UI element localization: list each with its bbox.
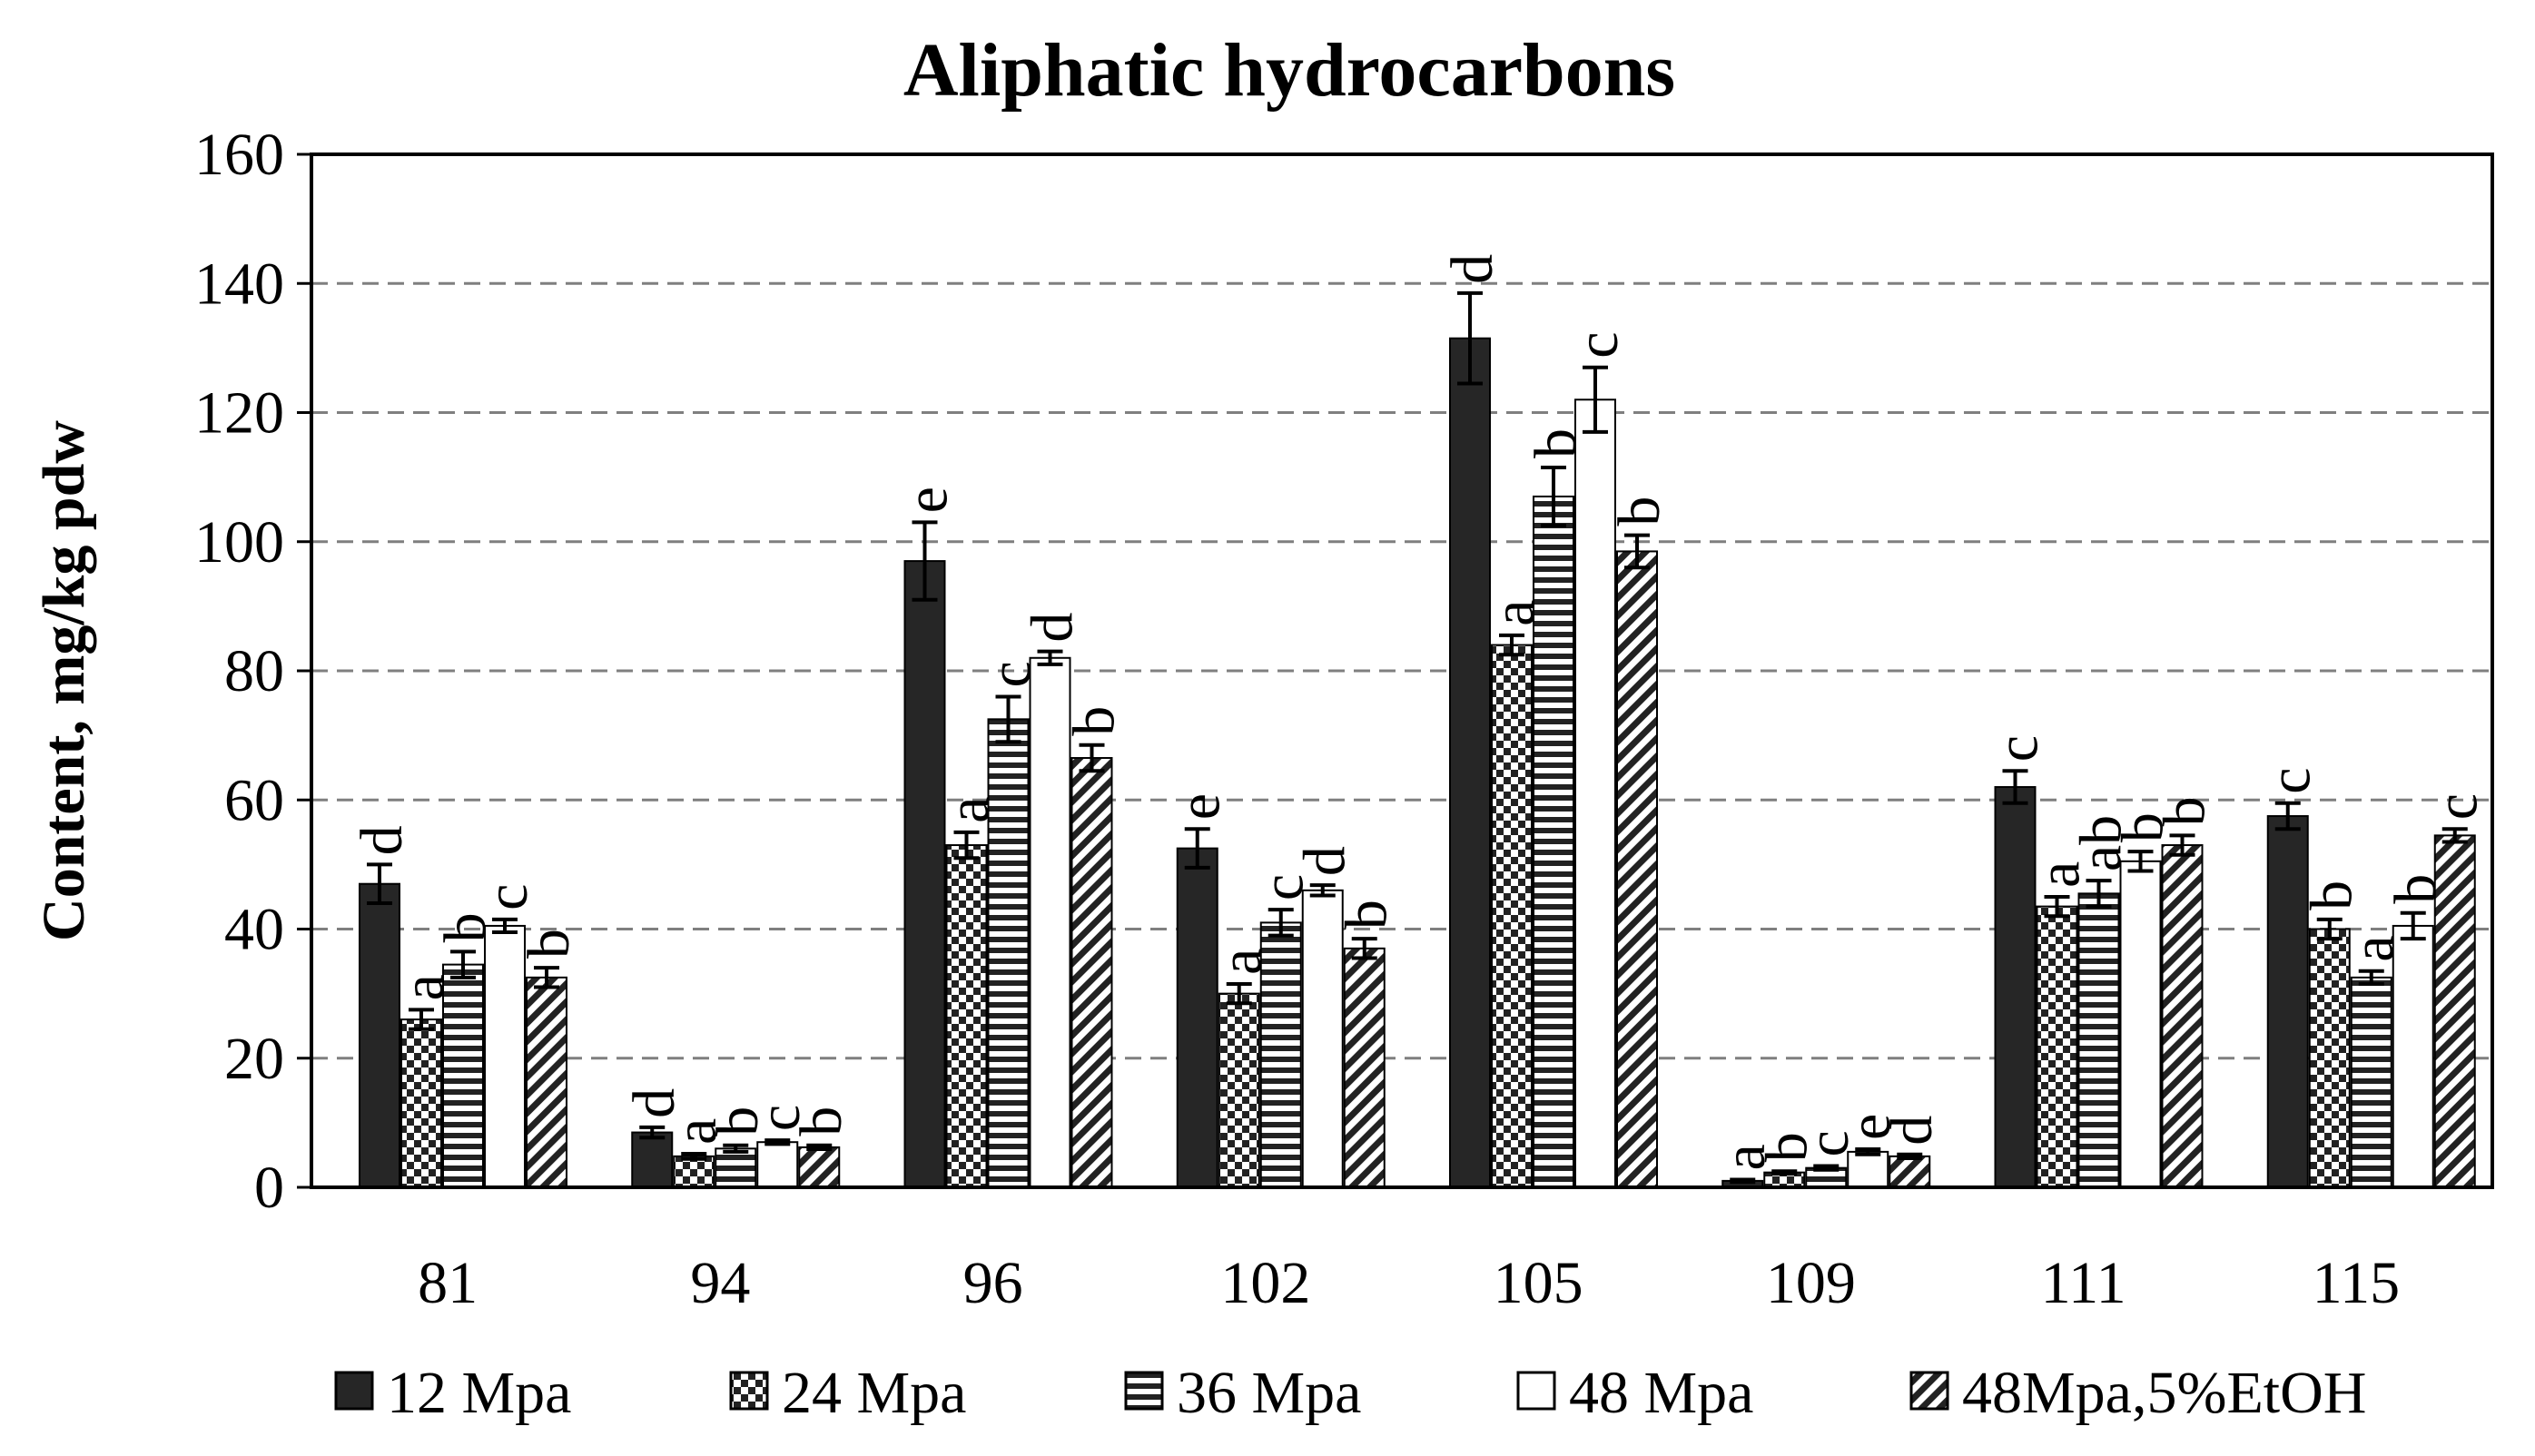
bar (1301, 889, 1344, 1188)
x-tick-label: 96 (963, 1250, 1023, 1316)
bar (484, 924, 526, 1188)
significance-letter: b (2110, 812, 2176, 842)
bar (2308, 928, 2351, 1188)
bar (1449, 337, 1491, 1188)
x-tick-label: 115 (2313, 1250, 2401, 1316)
significance-letter: c (746, 1105, 813, 1131)
bar (2350, 976, 2392, 1188)
significance-letter: c (1564, 331, 1631, 358)
bar (1847, 1150, 1889, 1188)
significance-letter: a (1711, 1144, 1778, 1170)
y-tick-label: 100 (194, 509, 284, 576)
bar (2392, 924, 2434, 1188)
x-tick-label: 102 (1220, 1250, 1310, 1316)
bar (1259, 921, 1302, 1188)
bar (1574, 398, 1616, 1188)
significance-letter: c (1985, 735, 2051, 762)
legend-label: 12 Mpa (387, 1360, 571, 1426)
legend-label: 48Mpa,5%EtOH (1962, 1360, 2366, 1426)
bar (1889, 1155, 1931, 1188)
bar (2077, 892, 2120, 1188)
bar (756, 1141, 799, 1189)
legend-label: 48 Mpa (1569, 1360, 1753, 1426)
legend-swatch (334, 1371, 374, 1411)
bar (1616, 550, 1658, 1188)
y-tick-label: 20 (224, 1026, 284, 1092)
bar (945, 844, 988, 1188)
bar (1176, 847, 1218, 1188)
significance-letter: b (2152, 796, 2218, 826)
legend-swatch (1516, 1371, 1556, 1411)
y-tick-label: 60 (224, 767, 284, 833)
y-tick-label: 80 (224, 638, 284, 704)
bar (673, 1155, 715, 1188)
significance-letter: b (2299, 880, 2365, 910)
bar (1029, 656, 1071, 1188)
significance-letter: b (1334, 900, 1400, 930)
y-tick-label: 160 (194, 122, 284, 188)
significance-letter: b (1061, 706, 1128, 736)
significance-letter: e (1837, 1114, 1903, 1140)
x-tick-label: 111 (2041, 1250, 2126, 1316)
bar (359, 882, 400, 1189)
y-tick-label: 120 (194, 380, 284, 447)
significance-letter: b (1606, 497, 1672, 526)
bar (1533, 495, 1574, 1188)
significance-letter: c (2257, 768, 2323, 794)
plot-frame (310, 152, 2494, 1189)
bar (2433, 834, 2476, 1189)
chart-title: Aliphatic hydrocarbons (903, 28, 1675, 113)
bar (526, 976, 567, 1188)
bar (1491, 644, 1533, 1188)
significance-letter: a (663, 1118, 729, 1145)
significance-letter: b (1753, 1132, 1820, 1162)
bar (2119, 860, 2162, 1188)
bar (1218, 992, 1260, 1188)
y-axis-label: Content, mg/kg pdw (31, 420, 97, 941)
significance-letter: d (349, 825, 415, 855)
legend-swatch (729, 1371, 769, 1411)
significance-letter: d (1879, 1116, 1945, 1146)
bar (2266, 815, 2309, 1188)
y-axis-ticks: 0 20 40 60 80 100 120 140 160 (194, 122, 311, 1221)
significance-letter: a (2027, 861, 2093, 888)
significance-letter: e (894, 487, 961, 513)
significance-letter: b (516, 929, 582, 959)
significance-letter: d (621, 1088, 687, 1118)
bar (987, 718, 1030, 1188)
legend-label: 24 Mpa (782, 1360, 966, 1426)
legend-swatch (1909, 1371, 1949, 1411)
bar (442, 963, 484, 1189)
bar (1070, 757, 1113, 1188)
x-tick-label: 81 (418, 1250, 478, 1316)
significance-letter: e (1167, 793, 1233, 820)
y-tick-label: 0 (254, 1155, 284, 1221)
x-tick-label: 105 (1494, 1250, 1583, 1316)
bar (1994, 786, 2037, 1189)
significance-letter: d (1292, 846, 1358, 876)
bar (715, 1147, 757, 1188)
x-tick-label: 94 (690, 1250, 750, 1316)
legend-label: 36 Mpa (1177, 1360, 1361, 1426)
bar (2036, 905, 2078, 1188)
x-tick-label: 109 (1766, 1250, 1856, 1316)
y-tick-label: 140 (194, 251, 284, 317)
significance-letter: c (2424, 793, 2491, 820)
bar (798, 1146, 841, 1188)
bar (2161, 844, 2204, 1188)
significance-letter: b (705, 1107, 771, 1136)
bar-series: dabcbdabcbeacdbeacdbdabcbabcedcaabbbcbab… (349, 254, 2491, 1189)
significance-letter: c (474, 884, 540, 910)
significance-letter: d (1439, 254, 1505, 284)
bar (903, 560, 946, 1188)
significance-letter: d (1020, 613, 1086, 643)
bar (1343, 947, 1386, 1189)
bar (400, 1018, 442, 1188)
significance-letter: b (788, 1107, 854, 1136)
legend-swatch (1124, 1371, 1164, 1411)
y-tick-label: 40 (224, 897, 284, 963)
legend: 12 Mpa 24 Mpa 36 Mpa 48 Mpa 48Mpa,5%EtOH (334, 1360, 2366, 1426)
x-axis-ticks: 81 94 96 102 105 109 111 115 (418, 1250, 2400, 1316)
